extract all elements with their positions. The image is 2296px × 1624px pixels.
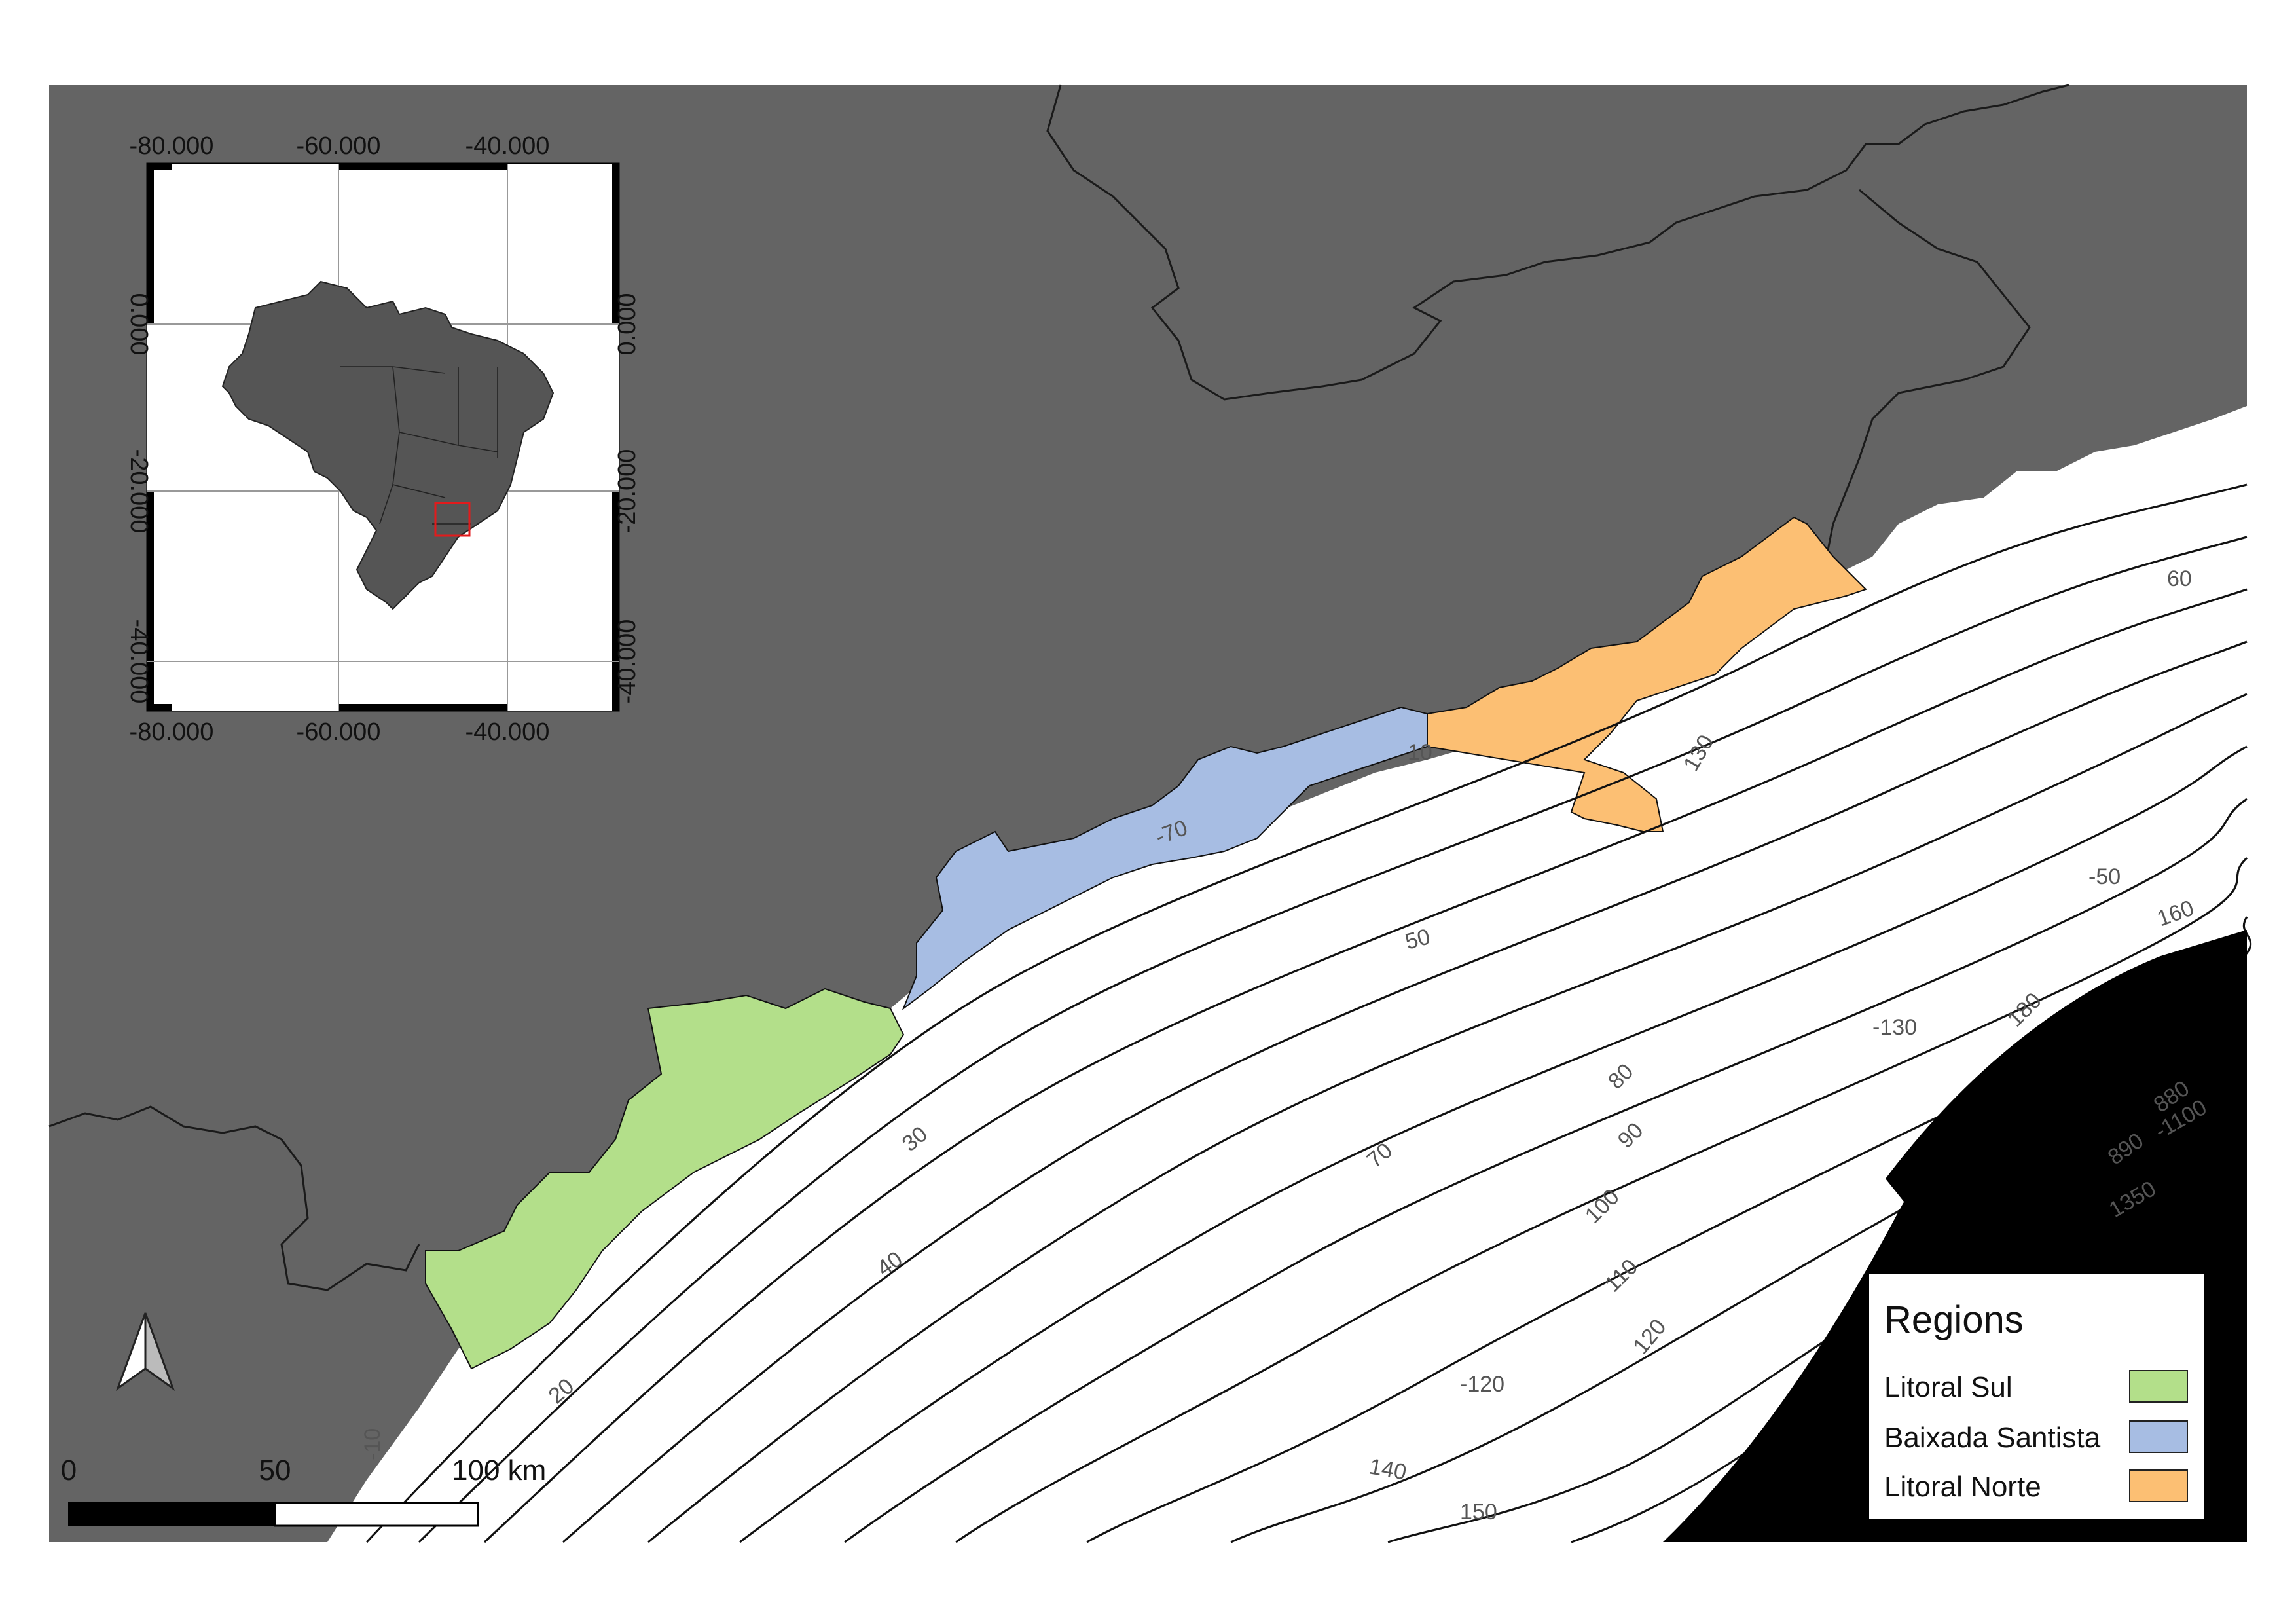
inset-y-tick-left: 0.000 bbox=[125, 293, 153, 355]
legend-item-label: Litoral Sul bbox=[1884, 1371, 2013, 1403]
contour-label: -120 bbox=[1460, 1372, 1504, 1397]
inset-frame-bar bbox=[147, 164, 619, 170]
inset-x-tick-bottom: -60.000 bbox=[297, 718, 381, 746]
contour-label: -10 bbox=[360, 1428, 385, 1460]
north-arrow-icon bbox=[115, 1312, 175, 1392]
contour-line bbox=[955, 857, 2248, 1543]
legend-swatch-baixada-santista bbox=[2129, 1420, 2188, 1453]
state-border-east bbox=[1825, 189, 2031, 557]
legend-swatch-litoral-norte bbox=[2129, 1469, 2188, 1502]
legend-swatch-litoral-sul bbox=[2129, 1370, 2188, 1403]
scale-bar-white-segment bbox=[274, 1502, 479, 1527]
region-litoral-sul bbox=[425, 987, 905, 1370]
scale-bar-tick-label: 0 bbox=[61, 1454, 77, 1486]
legend-title: Regions bbox=[1884, 1299, 2024, 1341]
inset-x-tick-top: -40.000 bbox=[465, 132, 550, 160]
contour-line bbox=[418, 536, 2248, 1543]
inset-y-tick-right: 0.000 bbox=[613, 293, 641, 355]
inset-y-tick-left: -20.000 bbox=[125, 449, 153, 534]
contour-line bbox=[844, 798, 2248, 1543]
inset-state-lines bbox=[340, 366, 498, 525]
region-litoral-norte bbox=[1427, 516, 1867, 832]
contour-label: -130 bbox=[1872, 1015, 1917, 1040]
scale-bar: 0 50 100 km bbox=[61, 1454, 546, 1527]
inset-x-tick-top: -80.000 bbox=[130, 132, 214, 160]
contour-label: -50 bbox=[2088, 864, 2121, 889]
contour-line bbox=[562, 640, 2248, 1543]
deep-slope-outer bbox=[1886, 930, 2247, 1244]
contour-line bbox=[647, 693, 2248, 1543]
inset-frame-bar bbox=[147, 704, 619, 710]
region-baixada-santista bbox=[902, 706, 1428, 1010]
inset-frame-gap bbox=[507, 704, 612, 710]
inset-x-tick-top: -60.000 bbox=[297, 132, 381, 160]
inset-x-tick-bottom: -80.000 bbox=[130, 718, 214, 746]
inset-brazil-shape bbox=[221, 280, 555, 610]
scale-bar-black-segment bbox=[68, 1502, 276, 1526]
contour-line bbox=[365, 483, 2248, 1543]
legend-item-label: Baixada Santista bbox=[1884, 1422, 2101, 1454]
inset-focus-box bbox=[434, 502, 471, 537]
inset-frame-gap bbox=[507, 164, 612, 170]
legend-item-label: Litoral Norte bbox=[1884, 1471, 2041, 1503]
contour-label: 150 bbox=[1460, 1500, 1497, 1524]
inset-frame-gap bbox=[612, 324, 619, 491]
state-border-north bbox=[1046, 84, 2069, 401]
inset-y-tick-right: -20.000 bbox=[613, 449, 641, 534]
state-border-west bbox=[48, 1105, 420, 1291]
inset-y-tick-left: -40.000 bbox=[125, 619, 153, 704]
inset-frame-gap bbox=[172, 704, 338, 710]
scale-bar-tick-label: 100 km bbox=[452, 1454, 546, 1486]
inset-frame-gap bbox=[172, 164, 338, 170]
contour-label: 60 bbox=[2167, 566, 2192, 591]
inset-x-tick-bottom: -40.000 bbox=[465, 718, 550, 746]
inset-y-tick-right: -40.000 bbox=[613, 619, 641, 704]
contour-line bbox=[483, 588, 2248, 1543]
scale-bar-tick-label: 50 bbox=[259, 1454, 291, 1486]
contour-line bbox=[739, 745, 2248, 1543]
inset-map: -80.000 -60.000 -40.000 -80.000 -60.000 … bbox=[125, 132, 641, 746]
contour-label: 10 bbox=[1408, 740, 1432, 765]
inset-frame-gap bbox=[147, 324, 154, 491]
legend: Regions Litoral Sul Baixada Santista Lit… bbox=[1869, 1274, 2204, 1519]
